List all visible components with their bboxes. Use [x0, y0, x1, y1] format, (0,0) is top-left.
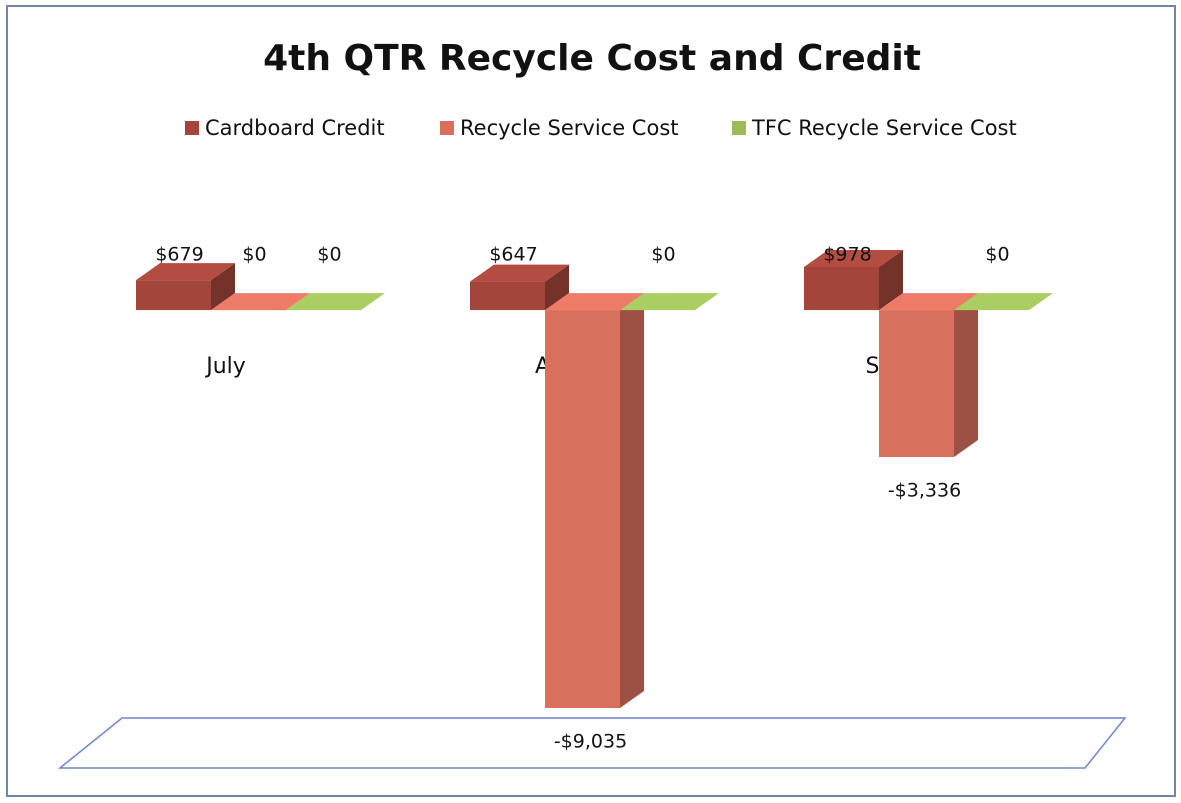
- bar-top: [804, 250, 903, 267]
- bar-front: [470, 281, 545, 311]
- bar-top: [211, 293, 310, 311]
- data-label: $679: [155, 244, 203, 266]
- bar-side: [879, 250, 903, 311]
- data-label: $0: [242, 244, 266, 266]
- bar-top: [545, 293, 644, 311]
- data-label: $978: [823, 244, 871, 266]
- bar-top: [954, 293, 1053, 311]
- x-tick-label: July: [204, 354, 246, 379]
- data-label: $647: [489, 244, 537, 266]
- bar-top: [620, 293, 719, 311]
- bar-top: [286, 293, 385, 311]
- bar-side: [954, 293, 978, 458]
- bar-top: [136, 263, 235, 281]
- legend-swatch: [732, 121, 746, 135]
- bar-side: [211, 263, 235, 311]
- legend-label: TFC Recycle Service Cost: [751, 116, 1017, 140]
- data-label: $0: [985, 244, 1009, 266]
- legend-label: Recycle Service Cost: [460, 116, 679, 140]
- data-label: $0: [317, 244, 341, 266]
- bar-top: [470, 264, 569, 282]
- legend-swatch: [440, 121, 454, 135]
- data-label: -$3,336: [888, 480, 961, 502]
- bar-front: [804, 267, 879, 311]
- bar-front: [545, 310, 620, 708]
- floor: [57, 717, 1127, 769]
- bar-top: [879, 293, 978, 311]
- data-label: $0: [651, 244, 675, 266]
- bar-front: [879, 310, 954, 458]
- legend-swatch: [185, 121, 199, 135]
- chart-title: 4th QTR Recycle Cost and Credit: [263, 38, 921, 79]
- bar-front: [136, 280, 211, 311]
- bar-side: [545, 264, 569, 311]
- legend-label: Cardboard Credit: [205, 116, 385, 140]
- data-label: -$9,035: [554, 731, 627, 753]
- bar-side: [620, 293, 644, 708]
